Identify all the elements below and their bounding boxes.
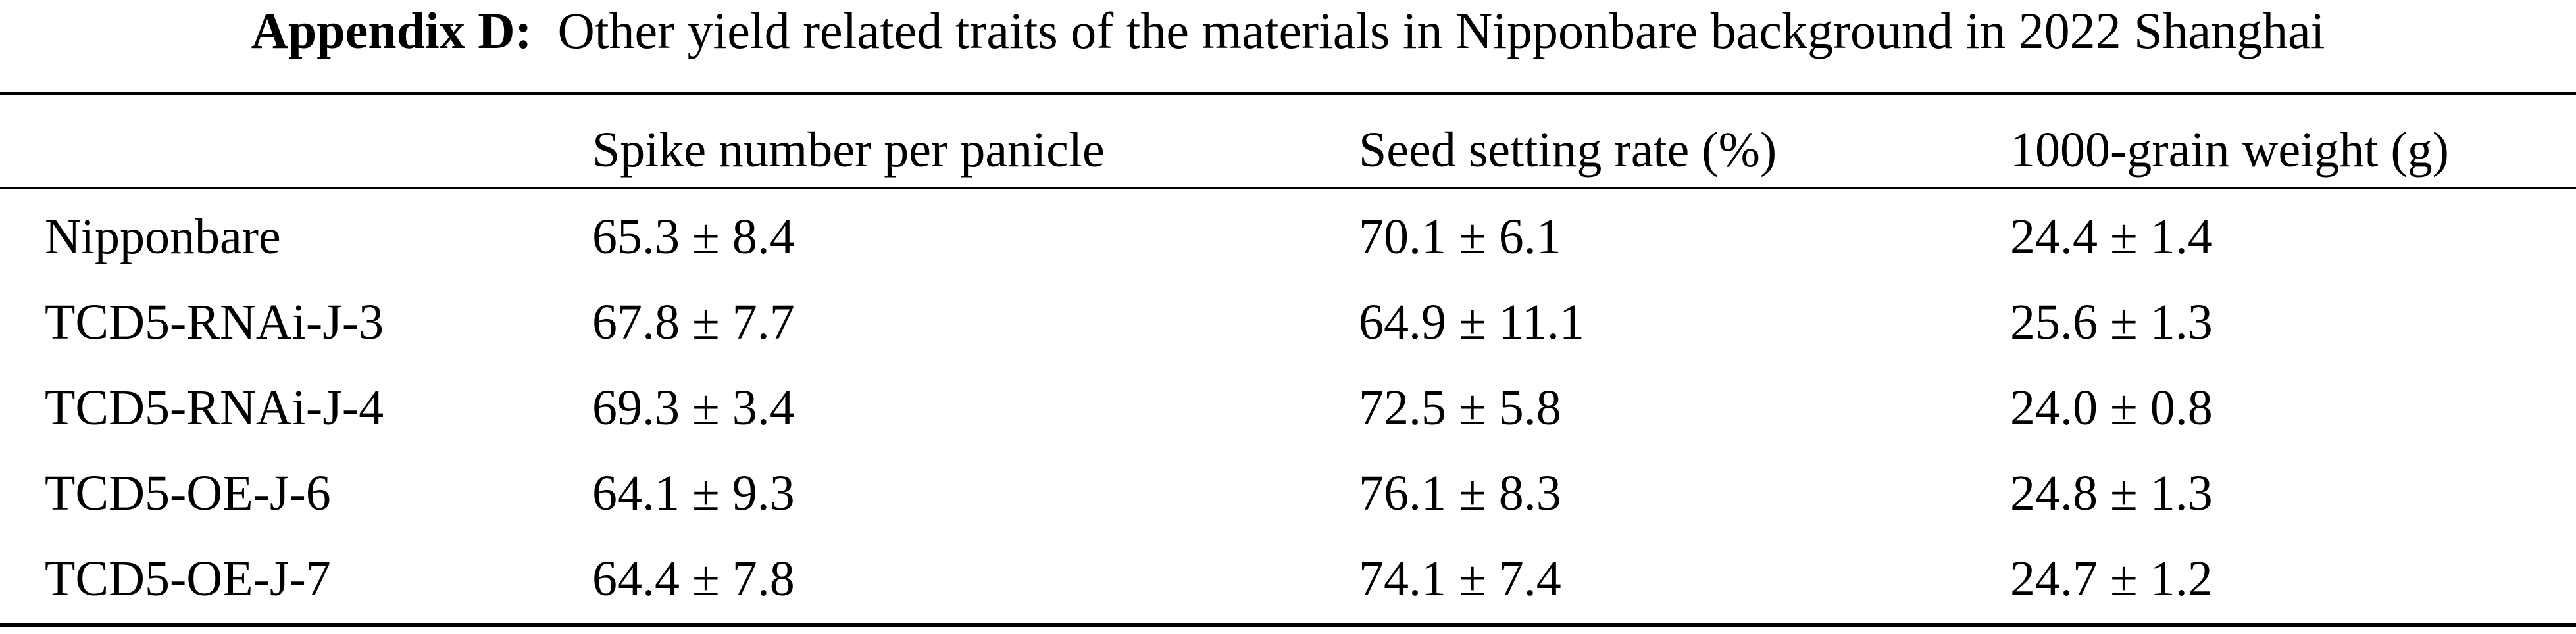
cell: 24.0 ± 0.8 — [2010, 380, 2213, 435]
cell: 64.4 ± 7.8 — [592, 551, 795, 606]
cell: 72.5 ± 5.8 — [1359, 380, 1561, 435]
cell: 74.1 ± 7.4 — [1359, 551, 1561, 606]
header-rule — [0, 187, 2576, 189]
bottom-rule — [0, 623, 2576, 627]
row-label: TCD5-RNAi-J-3 — [45, 295, 384, 350]
cell: 64.9 ± 11.1 — [1359, 295, 1584, 350]
cell: 25.6 ± 1.3 — [2010, 295, 2213, 350]
row-label: TCD5-OE-J-7 — [45, 551, 331, 606]
row-label: TCD5-OE-J-6 — [45, 466, 331, 521]
cell: 24.7 ± 1.2 — [2010, 551, 2213, 606]
cell: 64.1 ± 9.3 — [592, 466, 795, 521]
title-label: Appendix D: — [251, 2, 532, 59]
cell: 24.4 ± 1.4 — [2010, 209, 2213, 264]
header-cell: Seed setting rate (%) — [1359, 122, 1777, 178]
cell: 65.3 ± 8.4 — [592, 209, 795, 264]
header-cell: Spike number per panicle — [592, 122, 1105, 178]
cell: 76.1 ± 8.3 — [1359, 466, 1561, 521]
header-cell: 1000-grain weight (g) — [2010, 122, 2449, 178]
cell: 24.8 ± 1.3 — [2010, 466, 2213, 521]
cell: 67.8 ± 7.7 — [592, 295, 795, 350]
table-title: Appendix D: Other yield related traits o… — [0, 5, 2576, 57]
cell: 70.1 ± 6.1 — [1359, 209, 1561, 264]
top-rule — [0, 92, 2576, 95]
row-label: Nipponbare — [45, 209, 281, 264]
cell: 69.3 ± 3.4 — [592, 380, 795, 435]
row-label: TCD5-RNAi-J-4 — [45, 380, 384, 435]
title-text: Other yield related traits of the materi… — [557, 2, 2325, 59]
